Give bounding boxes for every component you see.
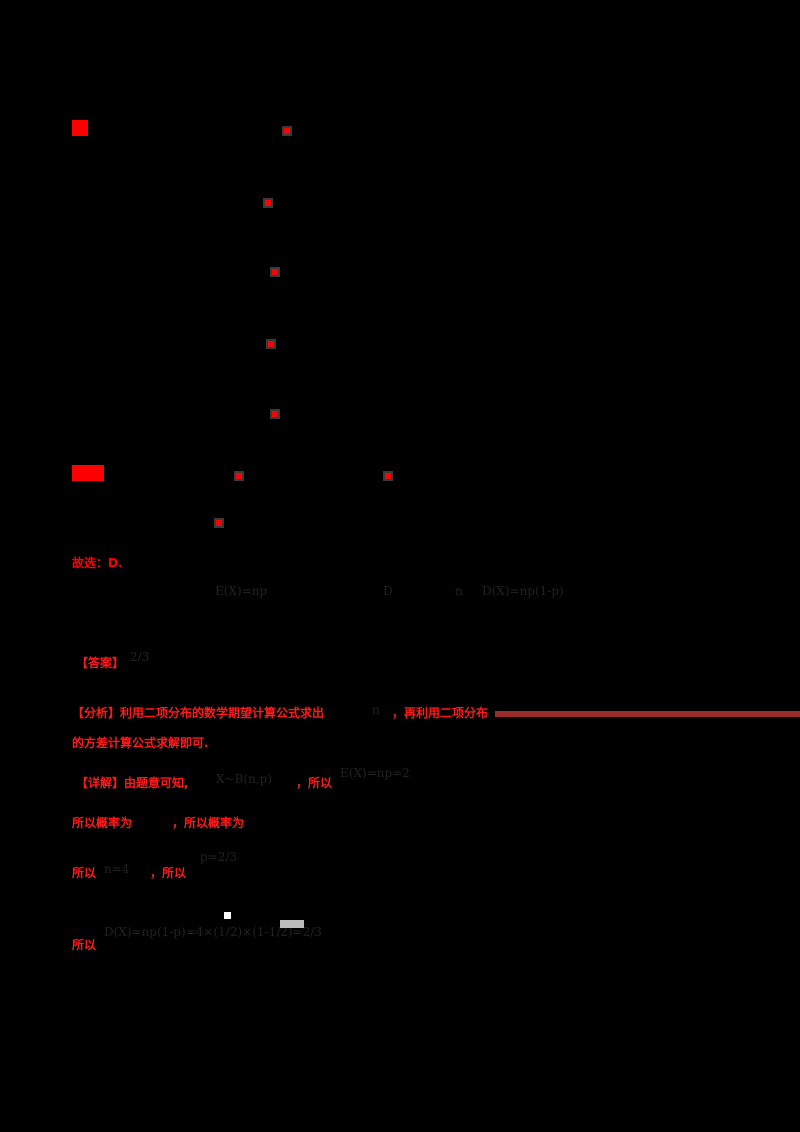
result-text-2: ，所以 (150, 866, 187, 880)
answer-marker-2 (385, 473, 391, 479)
answer-value-math: 2/3 (130, 650, 150, 664)
answer-marker-3 (216, 520, 222, 526)
detail-text-2: ，所以 (296, 776, 333, 790)
final-math: D(X)=np(1-p)=4×(1/2)×(1-1/2)=2/3 (104, 925, 322, 939)
detail-label: 【详解】由题意可知, (76, 776, 189, 790)
result-label-1: 所以 (72, 866, 97, 880)
analysis-text-2: ，再利用二项分布 (392, 706, 489, 720)
detail-text-4: ，所以概率为 (172, 816, 245, 830)
option-marker-b (265, 200, 271, 206)
white-square (224, 912, 231, 919)
detail-text-3: 所以概率为 (72, 816, 133, 830)
analysis-text-1: 【分析】利用二项分布的数学期望计算公式求出 (72, 706, 325, 720)
highlight-band (495, 711, 800, 717)
final-label: 所以 (72, 938, 97, 952)
option-marker-e (272, 411, 278, 417)
option-marker-d (268, 341, 274, 347)
answer-value-label: 【答案】 (76, 656, 125, 670)
grey-bar (280, 920, 304, 928)
detail-math-1: X~B(n,p) (216, 772, 273, 786)
solution-math-2: D (383, 584, 393, 598)
detail-math-2: E(X)=np=2 (340, 766, 410, 780)
option-marker-c (272, 269, 278, 275)
answer-label (72, 465, 104, 481)
question-marker (72, 120, 88, 136)
solution-label: 故选：D. (72, 556, 123, 570)
solution-math-3: n (455, 584, 463, 598)
answer-marker-1 (236, 473, 242, 479)
analysis-text-3: 的方差计算公式求解即可. (72, 736, 209, 750)
result-math-2: p=2/3 (200, 850, 238, 864)
option-marker-a (284, 128, 290, 134)
solution-math-1: E(X)=np (215, 584, 268, 598)
analysis-math-1: n (372, 703, 380, 717)
solution-math-4: D(X)=np(1-p) (482, 584, 564, 598)
result-math-1: n=4 (104, 862, 130, 876)
